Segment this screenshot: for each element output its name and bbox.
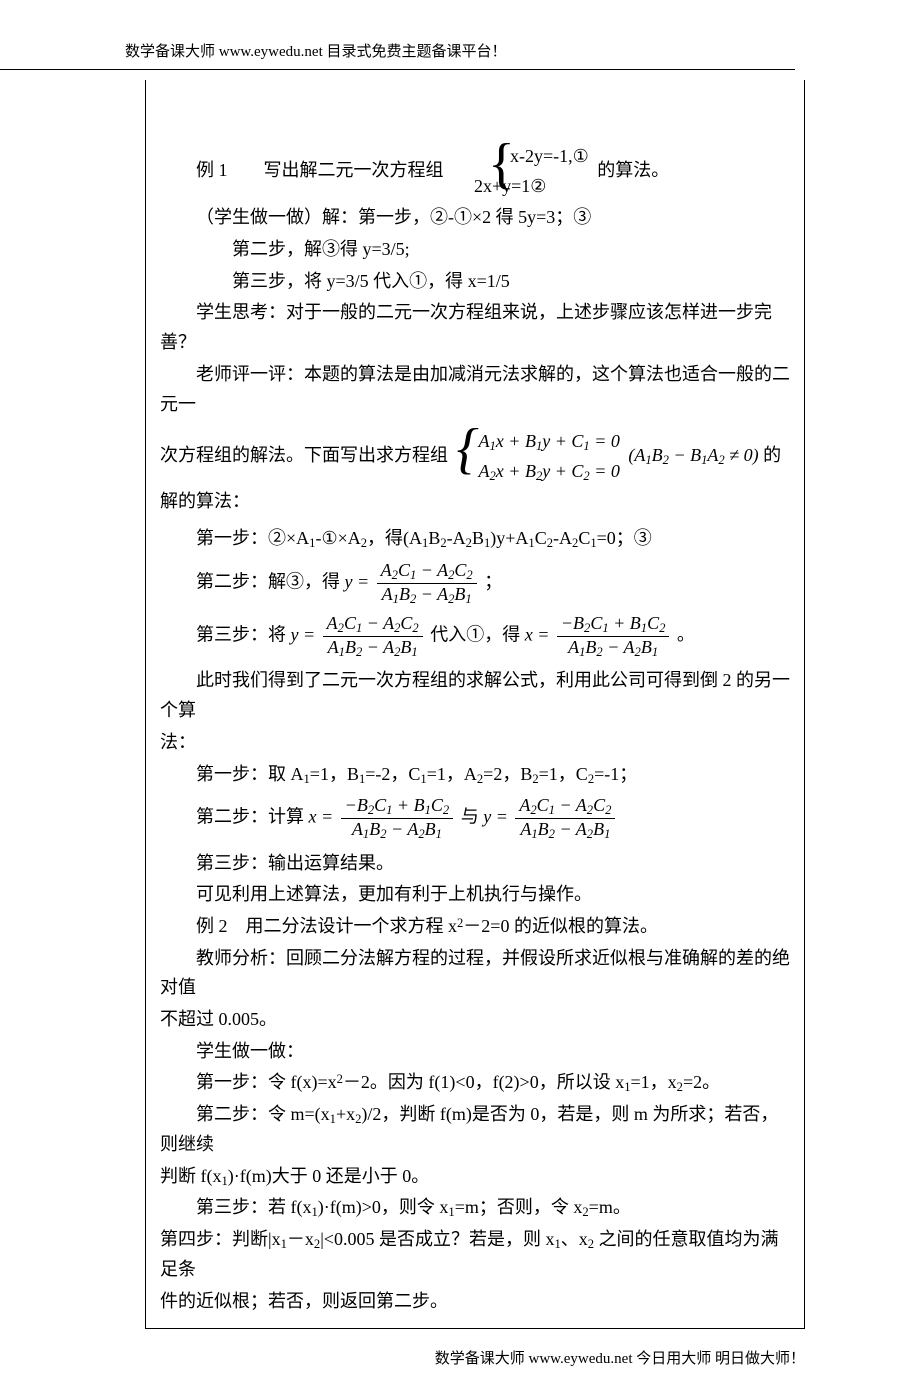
frac-num: −B2C1 + B1C2 xyxy=(341,795,454,819)
ex1-prefix: 例 1 写出解二元一次方程组 xyxy=(196,160,444,180)
g-step3-xfrac: −B2C1 + B1C2 A1B2 − A2B1 xyxy=(557,613,670,660)
g-step2-yeq: y = xyxy=(345,572,370,592)
result2: 法： xyxy=(160,728,790,758)
a-step1: 第一步：取 A1=1，B1=-2，C1=1，A2=2，B2=1，C2=-1； xyxy=(160,760,790,790)
g-step3-yfrac: A2C1 − A2C2 A1B2 − A2B1 xyxy=(323,613,423,660)
content-frame: 例 1 写出解二元一次方程组 { x-2y=-1,① 2x+y=1② 的算法。 … xyxy=(145,80,805,1329)
g-step2-label: 第二步：解③，得 xyxy=(196,572,345,592)
ex2-s4b: 件的近似根；若否，则返回第二步。 xyxy=(160,1287,790,1317)
equation-system-1: { x-2y=-1,① 2x+y=1② xyxy=(452,142,589,201)
frac-num: A2C1 − A2C2 xyxy=(515,795,615,819)
a-step2-xfrac: −B2C1 + B1C2 A1B2 − A2B1 xyxy=(341,795,454,842)
g-step1: 第一步：②×A1-①×A2，得(A1B2-A2B1)y+A1C2-A2C1=0；… xyxy=(160,524,790,554)
teacher-line2a: 次方程组的解法。下面写出求方程组 xyxy=(160,445,448,465)
g-step3-tail: 。 xyxy=(677,625,695,645)
ex2-title: 例 2 用二分法设计一个求方程 x2－2=0 的近似根的算法。 xyxy=(160,912,790,942)
page: 数学备课大师 www.eywedu.net 目录式免费主题备课平台！ 例 1 写… xyxy=(0,0,920,1388)
ex2-analysis1: 教师分析：回顾二分法解方程的过程，并假设所求近似根与准确解的差的绝对值 xyxy=(160,944,790,1003)
a-step2-yeq: y = xyxy=(483,807,508,827)
frac-den: A1B2 − A2B1 xyxy=(341,819,454,842)
a-step2-xeq: x = xyxy=(309,807,334,827)
g-step3: 第三步：将 y = A2C1 − A2C2 A1B2 − A2B1 代入①，得 … xyxy=(160,613,790,660)
footer-text: 数学备课大师 www.eywedu.net 今日用大师 明日做大师！ xyxy=(435,1351,805,1367)
a-step3: 第三步：输出运算结果。 xyxy=(160,849,790,879)
ex2-s2b: 判断 f(x1)·f(m)大于 0 还是小于 0。 xyxy=(160,1162,790,1192)
frac-num: A2C1 − A2C2 xyxy=(377,560,477,584)
g-step2: 第二步：解③，得 y = A2C1 − A2C2 A1B2 − A2B1 ； xyxy=(160,560,790,607)
ex2-analysis2: 不超过 0.005。 xyxy=(160,1005,790,1035)
g-step3-label: 第三步：将 xyxy=(196,625,291,645)
ex2-s1: 第一步：令 f(x)=x2－2。因为 f(1)<0，f(2)>0，所以设 x1=… xyxy=(160,1068,790,1098)
eq1: x-2y=-1,① xyxy=(510,146,589,166)
g-step3-yeq: y = xyxy=(291,625,316,645)
frac-den: A1B2 − A2B1 xyxy=(515,819,615,842)
ex1-student-do: （学生做一做）解：第一步，②-①×2 得 5y=3；③ xyxy=(160,203,790,233)
ex2-s3: 第三步：若 f(x1)·f(m)>0，则令 x1=m；否则，令 x2=m。 xyxy=(160,1193,790,1223)
frac-den: A1B2 − A2B1 xyxy=(377,584,477,607)
ex2-s4a: 第四步：判断|x1－x2|<0.005 是否成立？若是，则 x1、x2 之间的任… xyxy=(160,1225,790,1284)
ex2-do: 学生做一做： xyxy=(160,1037,790,1067)
equation-system-general: { A1x + B1y + C1 = 0 A2x + B2y + C2 = 0 xyxy=(457,427,620,486)
page-footer: 数学备课大师 www.eywedu.net 今日用大师 明日做大师！ xyxy=(0,1329,920,1368)
ex2-s2a: 第二步：令 m=(x1+x2)/2，判断 f(m)是否为 0，若是，则 m 为所… xyxy=(160,1100,790,1159)
frac-den: A1B2 − A2B1 xyxy=(323,637,423,660)
example1-line: 例 1 写出解二元一次方程组 { x-2y=-1,① 2x+y=1② 的算法。 xyxy=(160,142,790,201)
header-text: 数学备课大师 www.eywedu.net 目录式免费主题备课平台！ xyxy=(125,44,507,60)
g-step3-mid: 代入①，得 xyxy=(430,625,525,645)
left-brace-icon: { xyxy=(452,136,515,192)
page-header: 数学备课大师 www.eywedu.net 目录式免费主题备课平台！ xyxy=(0,40,795,70)
g-step3-xeq: x = xyxy=(525,625,550,645)
gen-eq1: A1x + B1y + C1 = 0 xyxy=(479,431,620,451)
g-step2-tail: ； xyxy=(484,572,502,592)
ex1-suffix: 的算法。 xyxy=(597,160,669,180)
frac-num: A2C1 − A2C2 xyxy=(323,613,423,637)
ex1-teacher-pre: 老师评一评：本题的算法是由加减消元法求解的，这个算法也适合一般的二元一 xyxy=(160,360,790,419)
a-step2: 第二步：计算 x = −B2C1 + B1C2 A1B2 − A2B1 与 y … xyxy=(160,795,790,842)
conclusion: 可见利用上述算法，更加有利于上机执行与操作。 xyxy=(160,880,790,910)
ex1-step3: 第三步，将 y=3/5 代入①，得 x=1/5 xyxy=(160,267,790,297)
left-brace-icon: { xyxy=(457,421,479,477)
g-step2-frac: A2C1 − A2C2 A1B2 − A2B1 xyxy=(377,560,477,607)
ex1-teacher-line2: 次方程组的解法。下面写出求方程组 { A1x + B1y + C1 = 0 A2… xyxy=(160,427,790,516)
a-step2-yfrac: A2C1 − A2C2 A1B2 − A2B1 xyxy=(515,795,615,842)
result1: 此时我们得到了二元一次方程组的求解公式，利用此公司可得到倒 2 的另一个算 xyxy=(160,666,790,725)
frac-num: −B2C1 + B1C2 xyxy=(557,613,670,637)
ex1-think: 学生思考：对于一般的二元一次方程组来说，上述步骤应该怎样进一步完善？ xyxy=(160,298,790,357)
gen-eq2: A2x + B2y + C2 = 0 xyxy=(479,461,620,481)
a-step2-label: 第二步：计算 xyxy=(196,807,309,827)
ex1-step2: 第二步，解③得 y=3/5; xyxy=(160,235,790,265)
gen-cond: (A1B2 − B1A2 ≠ 0) xyxy=(628,445,758,465)
frac-den: A1B2 − A2B1 xyxy=(557,637,670,660)
a-step2-and: 与 xyxy=(461,807,484,827)
